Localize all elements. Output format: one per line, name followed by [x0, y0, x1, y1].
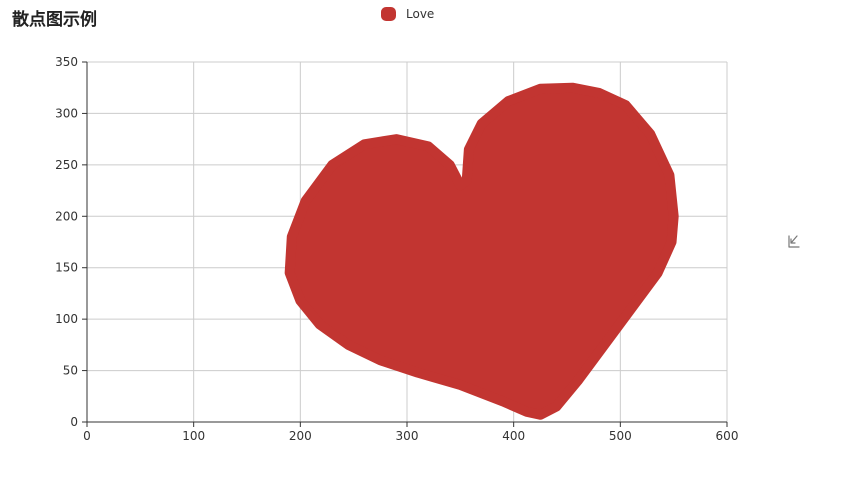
x-axis-tick-label: 100 — [182, 429, 205, 443]
y-axis-tick-label: 0 — [70, 415, 78, 429]
y-axis-tick-label: 250 — [55, 158, 78, 172]
y-axis-tick-label: 150 — [55, 261, 78, 275]
x-axis-tick-label: 200 — [289, 429, 312, 443]
y-axis-tick-label: 200 — [55, 209, 78, 223]
legend-item-love[interactable]: Love — [381, 7, 434, 21]
x-axis-tick-label: 500 — [609, 429, 632, 443]
series-love-points — [284, 82, 679, 420]
legend-swatch — [381, 7, 396, 21]
legend-label: Love — [406, 7, 435, 21]
y-axis-tick-label: 100 — [55, 312, 78, 326]
x-axis-tick-label: 600 — [716, 429, 739, 443]
download-icon[interactable] — [786, 234, 802, 250]
x-axis-tick-label: 400 — [502, 429, 525, 443]
y-axis-tick-label: 350 — [55, 55, 78, 69]
y-axis-tick-label: 50 — [63, 364, 78, 378]
y-axis-tick-label: 300 — [55, 106, 78, 120]
x-axis-tick-label: 0 — [83, 429, 91, 443]
x-axis-tick-label: 300 — [396, 429, 419, 443]
chart-title: 散点图示例 — [12, 10, 97, 30]
